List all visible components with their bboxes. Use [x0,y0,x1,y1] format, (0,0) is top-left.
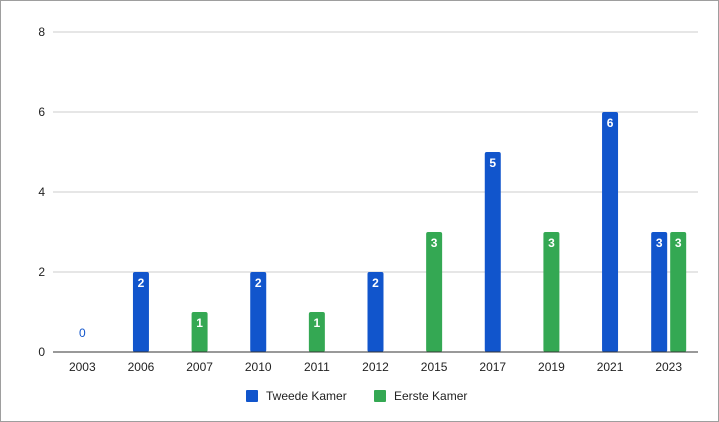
y-tick-label: 8 [38,25,45,39]
y-tick-label: 0 [38,345,45,359]
bar-tweede-kamer-2023 [651,232,668,352]
data-label: 2 [138,276,145,290]
data-label: 3 [675,236,682,250]
bar-tweede-kamer-2006 [132,272,149,352]
data-label: 6 [607,116,614,130]
data-label: 3 [656,236,663,250]
x-tick-label: 2006 [128,360,155,374]
y-axis-ticks: 0 2 4 6 8 [38,25,45,359]
gridlines [53,31,698,273]
legend-swatch [246,390,258,402]
bar-eerste-kamer-2011 [308,312,325,352]
x-tick-label: 2019 [538,360,565,374]
bars [132,112,687,352]
x-tick-label: 2010 [245,360,272,374]
x-tick-label: 2023 [655,360,682,374]
bar-eerste-kamer-2015 [426,232,443,352]
legend-label: Eerste Kamer [394,389,467,403]
y-tick-label: 2 [38,265,45,279]
x-tick-label: 2021 [597,360,624,374]
data-label: 2 [372,276,379,290]
bar-tweede-kamer-2021 [602,112,619,352]
x-tick-label: 2003 [69,360,96,374]
data-label: 3 [431,236,438,250]
bar-tweede-kamer-2010 [250,272,267,352]
bar-eerste-kamer-2019 [543,232,560,352]
x-tick-label: 2007 [186,360,213,374]
data-label: 3 [548,236,555,250]
bar-eerste-kamer-2023 [670,232,687,352]
bar-tweede-kamer-2012 [367,272,384,352]
x-tick-label: 2015 [421,360,448,374]
y-tick-label: 4 [38,185,45,199]
bar-eerste-kamer-2007 [191,312,208,352]
legend-label: Tweede Kamer [266,389,347,403]
legend: Tweede Kamer Eerste Kamer [246,389,467,403]
legend-item-tweede-kamer[interactable]: Tweede Kamer [246,389,347,403]
data-label: 2 [255,276,262,290]
bar-tweede-kamer-2017 [484,152,501,352]
x-axis-ticks: 2003 2006 2007 2010 2011 2012 2015 2017 2019 2021… [69,360,682,374]
legend-swatch [374,390,386,402]
data-label: 1 [196,316,203,330]
x-tick-label: 2011 [304,360,330,374]
x-tick-label: 2017 [479,360,506,374]
x-tick-label: 2012 [362,360,389,374]
data-label: 5 [489,156,496,170]
data-label: 0 [79,326,86,340]
data-label: 1 [314,316,321,330]
legend-item-eerste-kamer[interactable]: Eerste Kamer [374,389,467,403]
y-tick-label: 6 [38,105,45,119]
